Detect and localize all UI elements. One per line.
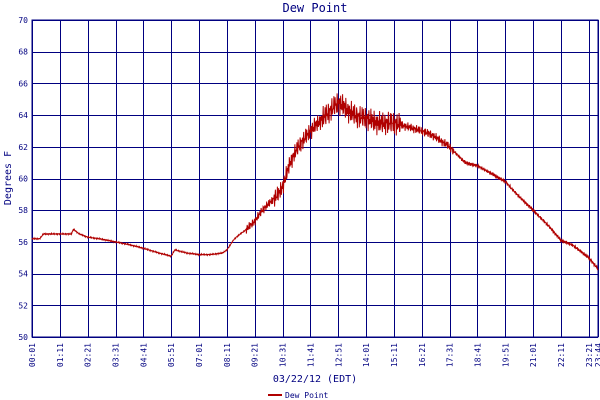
x-tick-label: 08:11 <box>223 343 232 367</box>
y-tick-label: 70 <box>18 16 28 25</box>
y-tick-label: 62 <box>18 143 28 152</box>
x-tick-labels: 00:01 01:11 02:21 03:31 04:41 05:51 07:01 08:11… <box>28 343 600 367</box>
y-tick-label: 66 <box>18 79 28 88</box>
x-tick-label: 10:31 <box>279 343 288 367</box>
x-tick-label: 00:01 <box>28 343 37 367</box>
x-tick-label: 01:11 <box>56 343 65 367</box>
x-tick-label: 21:01 <box>529 343 538 367</box>
x-tick-label: 03:31 <box>112 343 121 367</box>
y-tick-label: 52 <box>18 301 28 310</box>
x-tick-label: 12:51 <box>334 343 343 367</box>
y-tick-labels: 50 52 54 56 58 60 62 64 66 68 70 <box>18 16 28 342</box>
x-tick-label: 15:11 <box>390 343 399 367</box>
x-tick-label: 22:11 <box>557 343 566 367</box>
chart-title: Dew Point <box>282 1 347 15</box>
y-tick-label: 58 <box>18 206 28 215</box>
x-tick-label: 05:51 <box>167 343 176 367</box>
y-tick-label: 60 <box>18 175 28 184</box>
x-tick-label: 19:51 <box>501 343 510 367</box>
x-tick-label: 11:41 <box>306 343 315 367</box>
x-tick-label: 02:21 <box>84 343 93 367</box>
legend: Dew Point <box>268 391 329 400</box>
x-tick-label: 18:41 <box>473 343 482 367</box>
x-tick-label: 07:01 <box>195 343 204 367</box>
series-line-dew-point <box>31 93 599 271</box>
y-tick-label: 56 <box>18 238 28 247</box>
y-axis-label: Degrees F <box>3 151 14 205</box>
x-tick-label: 04:41 <box>139 343 148 367</box>
x-axis-label: 03/22/12 (EDT) <box>273 374 357 385</box>
y-tick-label: 68 <box>18 48 28 57</box>
plot-frame <box>31 19 599 338</box>
grid-lines <box>32 20 599 338</box>
y-tick-label: 50 <box>18 333 28 342</box>
x-tick-label: 16:21 <box>418 343 427 367</box>
x-tick-label: 23:21 <box>585 343 594 367</box>
y-tick-label: 64 <box>18 111 28 120</box>
x-tick-label: 09:21 <box>251 343 260 367</box>
legend-label-dew-point: Dew Point <box>285 391 329 400</box>
x-tick-label: 23:44 <box>594 343 600 367</box>
x-tick-label: 14:01 <box>362 343 371 367</box>
y-tick-label: 54 <box>18 270 28 279</box>
x-tick-label: 17:31 <box>446 343 455 367</box>
